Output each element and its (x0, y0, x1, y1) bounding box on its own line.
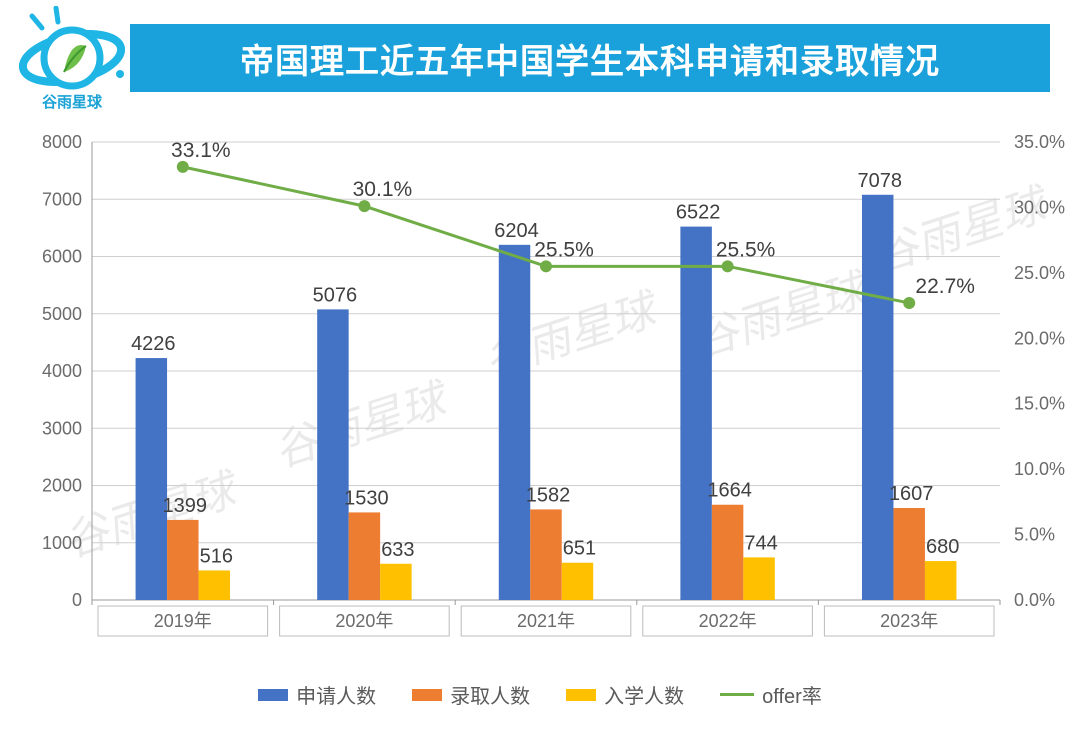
legend-item: offer率 (720, 680, 822, 709)
legend-label: 录取人数 (450, 680, 530, 709)
bar-label: 6522 (676, 202, 721, 224)
legend-item: 录取人数 (412, 680, 530, 709)
bar-录取人数 (167, 520, 198, 600)
svg-text:7000: 7000 (42, 189, 82, 209)
svg-text:2000: 2000 (42, 476, 82, 496)
svg-text:25.0%: 25.0% (1014, 263, 1065, 283)
bar-label: 633 (381, 539, 414, 561)
bar-label: 744 (744, 532, 777, 554)
bar-入学人数 (380, 564, 411, 600)
category-label: 2019年 (154, 611, 212, 631)
legend-swatch (258, 689, 288, 701)
offer-rate-label: 30.1% (353, 178, 413, 201)
legend-swatch (720, 693, 754, 696)
svg-text:8000: 8000 (42, 132, 82, 152)
bar-申请人数 (317, 309, 348, 600)
combo-chart: 0 1000 2000 3000 4000 5000 6000 7000 8000 0.0% 5.0… (0, 0, 1080, 739)
category-label: 2022年 (699, 611, 757, 631)
bar-入学人数 (925, 561, 956, 600)
category-label: 2020年 (335, 611, 393, 631)
category-label: 2023年 (880, 611, 938, 631)
legend-label: offer率 (762, 680, 822, 709)
bar-label: 1664 (707, 480, 752, 502)
offer-rate-marker (358, 200, 370, 212)
bar-label: 1399 (163, 495, 208, 517)
svg-text:5.0%: 5.0% (1014, 525, 1055, 545)
svg-text:20.0%: 20.0% (1014, 328, 1065, 348)
legend-swatch (412, 689, 442, 701)
category-label: 2021年 (517, 611, 575, 631)
offer-rate-marker (540, 260, 552, 272)
svg-text:1000: 1000 (42, 533, 82, 553)
svg-text:5000: 5000 (42, 304, 82, 324)
bar-入学人数 (562, 563, 593, 600)
svg-text:15.0%: 15.0% (1014, 394, 1065, 414)
offer-rate-label: 33.1% (171, 139, 231, 162)
bar-申请人数 (862, 195, 893, 600)
bar-label: 651 (563, 538, 596, 560)
offer-rate-marker (177, 161, 189, 173)
bar-label: 1530 (344, 487, 389, 509)
svg-text:10.0%: 10.0% (1014, 459, 1065, 479)
svg-text:0.0%: 0.0% (1014, 590, 1055, 610)
bar-label: 5076 (313, 284, 358, 306)
offer-rate-label: 25.5% (534, 238, 594, 261)
bar-申请人数 (136, 358, 167, 600)
offer-rate-marker (722, 260, 734, 272)
legend-label: 申请人数 (296, 680, 376, 709)
svg-text:6000: 6000 (42, 247, 82, 267)
bar-label: 1582 (526, 484, 571, 506)
svg-text:0: 0 (72, 590, 82, 610)
svg-text:3000: 3000 (42, 418, 82, 438)
legend-swatch (566, 689, 596, 701)
bar-入学人数 (199, 570, 230, 600)
bar-录取人数 (712, 505, 743, 600)
bar-label: 7078 (857, 170, 902, 192)
legend-item: 申请人数 (258, 680, 376, 709)
offer-rate-line (183, 167, 909, 303)
bar-入学人数 (743, 557, 774, 600)
svg-text:35.0%: 35.0% (1014, 132, 1065, 152)
bar-label: 1607 (889, 483, 934, 505)
legend-label: 入学人数 (604, 680, 684, 709)
bar-申请人数 (680, 227, 711, 600)
chart-frame: 帝国理工近五年中国学生本科申请和录取情况 谷雨星球 谷雨星球谷雨星球谷雨星球谷雨… (0, 0, 1080, 739)
offer-rate-marker (903, 297, 915, 309)
legend-item: 入学人数 (566, 680, 684, 709)
bar-录取人数 (893, 508, 924, 600)
svg-text:4000: 4000 (42, 361, 82, 381)
bar-label: 4226 (131, 333, 176, 355)
bar-录取人数 (349, 512, 380, 600)
bar-label: 680 (926, 536, 959, 558)
bar-label: 6204 (494, 220, 539, 242)
bar-申请人数 (499, 245, 530, 600)
chart-legend: 申请人数 录取人数 入学人数 offer率 (0, 680, 1080, 709)
bar-录取人数 (530, 509, 561, 600)
bar-label: 516 (200, 545, 233, 567)
svg-text:30.0%: 30.0% (1014, 197, 1065, 217)
offer-rate-label: 25.5% (716, 238, 776, 261)
offer-rate-label: 22.7% (915, 275, 975, 298)
